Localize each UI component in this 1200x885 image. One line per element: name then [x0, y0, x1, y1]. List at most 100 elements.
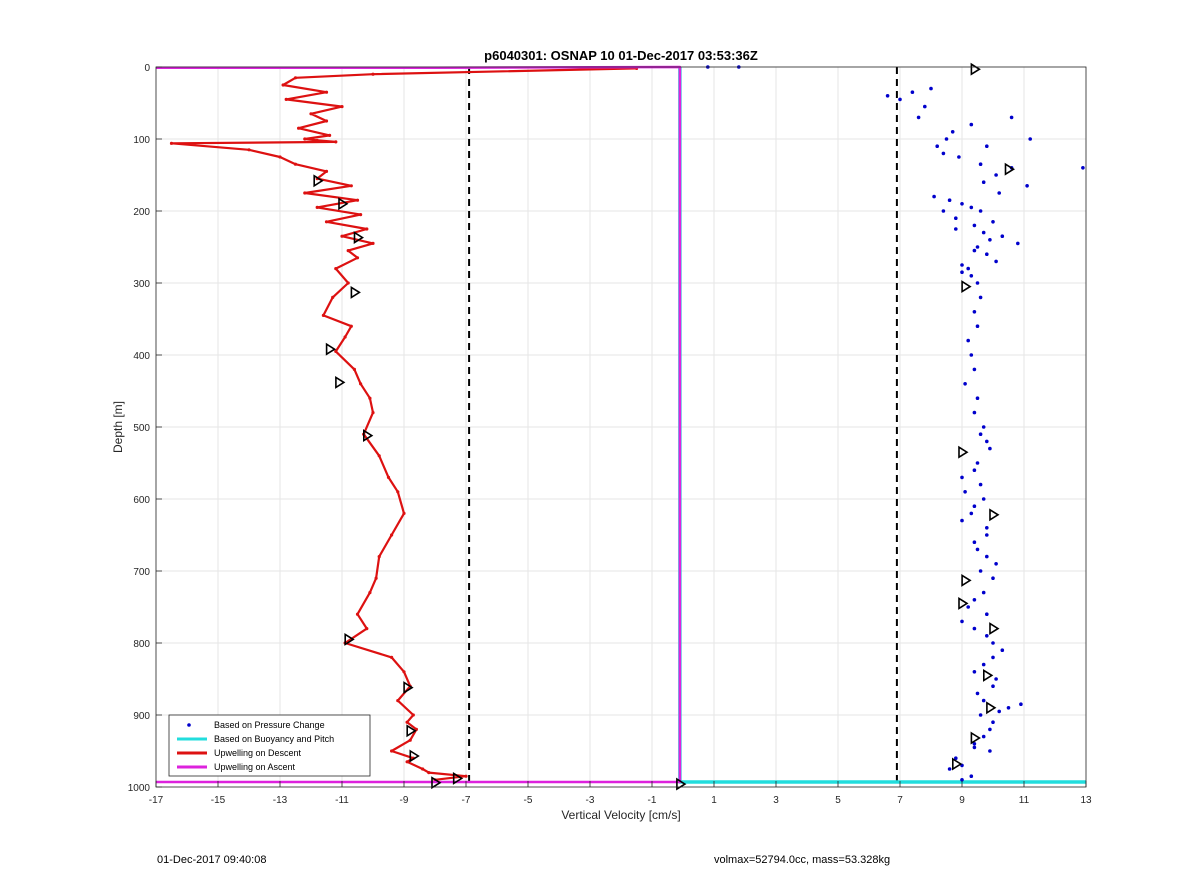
descent-point: [421, 767, 425, 771]
pressure-change-point: [991, 684, 995, 688]
descent-point: [349, 324, 353, 328]
pressure-change-point: [985, 612, 989, 616]
y-tick-label: 600: [133, 495, 150, 506]
triangle-marker: [958, 596, 969, 610]
pressure-change-point: [932, 194, 936, 199]
legend-swatch-scatter: [187, 723, 191, 727]
pressure-change-point: [957, 155, 961, 159]
y-axis-label: Depth [m]: [111, 401, 125, 453]
descent-point: [396, 699, 400, 703]
marker-layer: [313, 62, 1016, 791]
pressure-change-point: [972, 367, 977, 372]
pressure-change-point: [985, 634, 989, 638]
descent-point: [359, 382, 363, 386]
pressure-change-point: [916, 115, 921, 120]
pressure-change-point: [1006, 706, 1011, 710]
triangle-marker: [982, 668, 994, 682]
descent-point: [315, 205, 319, 209]
descent-point: [368, 591, 372, 595]
descent-point: [324, 119, 329, 123]
pressure-change-point: [981, 662, 986, 667]
pressure-change-point: [960, 778, 964, 782]
pressure-change-point: [985, 144, 989, 148]
descent-point: [247, 148, 251, 152]
x-tick-label: 7: [897, 795, 903, 806]
pressure-change-point: [981, 734, 986, 739]
legend: Based on Pressure Change Based on Buoyanc…: [168, 714, 371, 777]
descent-point: [402, 670, 406, 674]
pressure-change-point: [960, 270, 964, 275]
pressure-change-point: [978, 482, 983, 487]
descent-point: [293, 76, 298, 80]
pressure-change-point: [981, 230, 986, 235]
legend-entry-label: Upwelling on Descent: [214, 748, 302, 758]
x-tick-label: -15: [211, 795, 226, 806]
descent-point: [169, 141, 174, 145]
descent-point: [365, 227, 369, 231]
descent-point: [278, 155, 282, 159]
descent-point: [346, 249, 350, 253]
pressure-change-point: [929, 86, 933, 91]
pressure-change-point: [994, 677, 998, 681]
descent-point: [293, 162, 298, 166]
descent-point: [371, 72, 375, 76]
descent-point: [408, 738, 412, 742]
x-tick-label: -7: [462, 795, 471, 806]
pressure-change-point: [985, 526, 989, 530]
pressure-change-point: [972, 410, 977, 415]
pressure-change-point: [1016, 241, 1020, 246]
pressure-change-point: [923, 104, 927, 109]
descent-point: [284, 97, 288, 101]
pressure-change-point: [941, 151, 946, 156]
pressure-change-point: [978, 295, 983, 300]
pressure-change-point: [972, 626, 977, 631]
descent-point: [324, 169, 329, 173]
y-tick-label: 300: [133, 279, 150, 290]
pressure-change-point: [981, 180, 986, 184]
descent-point: [355, 256, 360, 260]
pressure-change-point: [960, 263, 964, 267]
pressure-change-point: [1009, 115, 1014, 120]
pressure-change-point: [978, 569, 983, 573]
grid-layer: [155, 66, 1087, 788]
pressure-change-point: [981, 590, 986, 595]
triangle-marker: [338, 197, 349, 211]
pressure-change-point: [954, 216, 958, 220]
pressure-change-point: [991, 655, 995, 660]
descent-point: [334, 140, 338, 144]
triangle-marker: [409, 749, 420, 763]
triangle-marker: [951, 757, 963, 771]
pressure-change-point: [954, 227, 958, 231]
pressure-change-point: [988, 238, 992, 242]
tick-labels: -17 -15 -13 -11 -9 -7 -5 -3 -1 1 3 5 7 9 11 13010020030…: [128, 63, 1092, 806]
triangle-marker: [989, 508, 1000, 522]
x-tick-label: 5: [835, 795, 841, 806]
x-tick-label: -9: [400, 795, 409, 806]
pressure-change-point: [972, 248, 977, 253]
legend-entry-label: Based on Pressure Change: [214, 720, 325, 730]
pressure-change-point: [985, 439, 989, 444]
pressure-change-point: [997, 191, 1001, 195]
pressure-change-point: [898, 97, 902, 102]
pressure-change-point: [978, 162, 983, 166]
pressure-change-point: [941, 209, 946, 213]
pressure-change-point: [985, 554, 989, 559]
descent-point: [334, 349, 338, 353]
pressure-change-point: [969, 122, 974, 127]
pressure-change-point: [972, 540, 977, 544]
pressure-change-point: [972, 670, 977, 674]
x-tick-label: -11: [335, 795, 349, 806]
descent-point: [464, 774, 468, 778]
x-tick-label: 9: [959, 795, 965, 806]
pressure-change-point: [975, 461, 980, 465]
pressure-change-point: [972, 598, 977, 602]
legend-entry-label: Based on Buoyancy and Pitch: [214, 734, 334, 744]
x-tick-label: -5: [524, 795, 533, 806]
descent-point: [390, 533, 394, 537]
pressure-change-point: [963, 490, 967, 494]
triangle-marker: [403, 681, 414, 695]
descent-point: [377, 555, 381, 559]
triangle-marker: [989, 622, 1000, 636]
pressure-change-point: [991, 720, 995, 724]
pressure-change-point: [988, 749, 992, 753]
